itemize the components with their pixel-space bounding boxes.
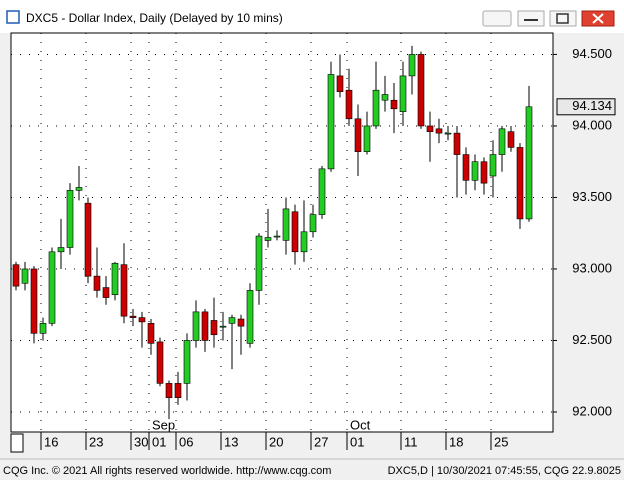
candle-body: [444, 132, 452, 135]
candle-body: [93, 275, 101, 291]
candle-body: [273, 235, 281, 238]
y-tick-label: 92.500: [572, 332, 612, 347]
candle-body: [156, 341, 164, 384]
y-tick-label: 93.000: [572, 260, 612, 275]
candle-body: [489, 154, 497, 177]
candle-body: [192, 311, 200, 341]
y-tick-label: 94.500: [572, 46, 612, 61]
window-title: DXC5 - Dollar Index, Daily (Delayed by 1…: [26, 11, 283, 25]
candle-body: [48, 251, 56, 324]
x-tick-label: 06: [179, 434, 193, 449]
candle-body: [264, 237, 272, 241]
candle-body: [129, 315, 137, 318]
candle-body: [84, 202, 92, 277]
y-tick-label: 92.000: [572, 403, 612, 418]
x-tick-label: 16: [44, 434, 58, 449]
candle-body: [453, 132, 461, 155]
candle-body: [291, 211, 299, 253]
x-tick-label: 01: [350, 434, 364, 449]
candle-body: [327, 74, 335, 170]
candle-body: [381, 94, 389, 101]
candle-body: [426, 125, 434, 132]
last-price-label: 94.134: [572, 98, 612, 113]
candle-body: [507, 131, 515, 148]
candle-body: [12, 264, 20, 287]
candle-body: [363, 125, 371, 152]
candle-body: [390, 99, 398, 110]
candle-body: [57, 247, 65, 253]
plot-area: [10, 32, 554, 433]
footer-right: DXC5,D | 10/30/2021 07:45:55, CQG 22.9.8…: [388, 465, 621, 477]
candle-body: [165, 383, 173, 398]
candle-body: [66, 190, 74, 248]
candle-body: [282, 208, 290, 241]
last-price-box: [556, 98, 616, 116]
candle-body: [120, 264, 128, 317]
x-tick-label: 11: [404, 434, 418, 449]
y-tick-label: 94.000: [572, 117, 612, 132]
candle-body: [354, 118, 362, 152]
candle-body: [435, 128, 443, 134]
x-tick-label: 25: [494, 434, 508, 449]
candle-body: [174, 383, 182, 398]
candle-body: [237, 318, 245, 327]
footer-left: CQG Inc. © 2021 All rights reserved worl…: [3, 465, 331, 477]
candle-body: [219, 325, 227, 328]
x-tick-label: 20: [269, 434, 283, 449]
month-label: Oct: [350, 417, 371, 432]
x-tick-label: 30: [134, 434, 148, 449]
minimize-button[interactable]: [517, 10, 545, 27]
y-tick-label: 93.500: [572, 189, 612, 204]
candle-body: [417, 54, 425, 127]
candle-body: [102, 287, 110, 298]
candle-body: [246, 290, 254, 344]
candle-body: [300, 231, 308, 253]
candle-body: [408, 54, 416, 77]
candle-body: [309, 214, 317, 233]
candle-body: [336, 75, 344, 92]
x-tick-label: 13: [224, 434, 238, 449]
candle-body: [147, 323, 155, 344]
link-button[interactable]: [482, 10, 512, 27]
candle-body: [39, 323, 47, 334]
x-tick-label: 27: [314, 434, 328, 449]
candle-body: [318, 168, 326, 215]
scroll-handle[interactable]: [10, 433, 24, 453]
candle-body: [75, 187, 83, 191]
candle-body: [345, 89, 353, 120]
candle-body: [138, 317, 146, 323]
candle-body: [462, 154, 470, 181]
x-tick-label: 18: [449, 434, 463, 449]
x-tick-label: 23: [89, 434, 103, 449]
month-label: Sep: [152, 417, 175, 432]
candle-body: [201, 311, 209, 341]
candle-body: [372, 89, 380, 127]
candle-body: [525, 106, 533, 220]
candle-body: [516, 147, 524, 220]
x-tick-label: 01: [152, 434, 166, 449]
app-icon: [6, 10, 20, 24]
candle-body: [471, 161, 479, 181]
candle-body: [183, 340, 191, 384]
candle-body: [480, 161, 488, 184]
candle-body: [255, 235, 263, 291]
candle-body: [111, 262, 119, 296]
candle-body: [30, 268, 38, 334]
candle-body: [399, 75, 407, 112]
candle-body: [498, 128, 506, 155]
candle-body: [21, 268, 29, 284]
candle-body: [210, 320, 218, 336]
candle-body: [228, 317, 236, 324]
